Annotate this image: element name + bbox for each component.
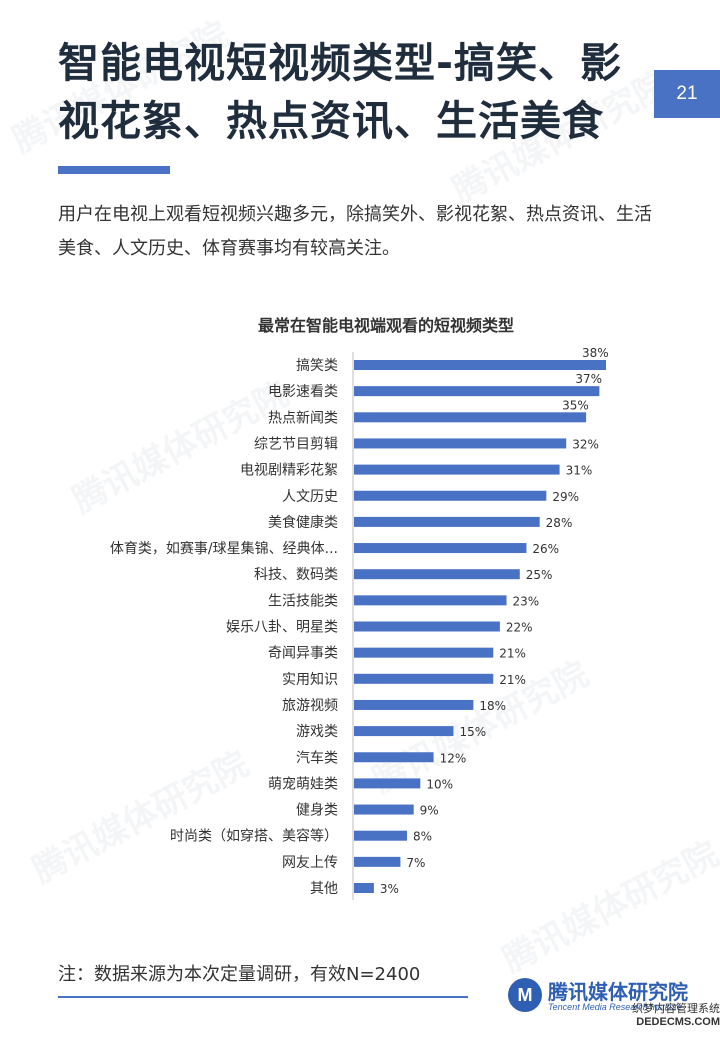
title-underline bbox=[58, 166, 170, 174]
category-label: 科技、数码类 bbox=[254, 567, 338, 583]
value-label: 35% bbox=[562, 398, 589, 412]
bar bbox=[354, 699, 474, 710]
logo-icon: M bbox=[508, 978, 542, 1012]
category-label: 游戏类 bbox=[296, 724, 338, 740]
site-watermark-cn: 织梦内容管理系统 bbox=[632, 1002, 720, 1015]
bar bbox=[354, 490, 547, 501]
bar bbox=[354, 543, 527, 554]
category-label: 奇闻异事类 bbox=[268, 645, 338, 662]
bar bbox=[354, 438, 567, 449]
footer-divider bbox=[58, 996, 468, 998]
value-label: 26% bbox=[532, 542, 559, 556]
bar bbox=[354, 726, 454, 737]
value-label: 12% bbox=[440, 751, 467, 765]
value-label: 15% bbox=[459, 725, 486, 739]
bar bbox=[354, 647, 494, 658]
category-label: 萌宠萌娃类 bbox=[268, 776, 338, 792]
value-label: 8% bbox=[413, 830, 432, 844]
site-watermark: 织梦内容管理系统 DEDECMS.COM bbox=[622, 1000, 720, 1028]
value-label: 18% bbox=[479, 699, 506, 713]
category-label: 体育类，如赛事/球星集锦、经典体... bbox=[110, 540, 338, 557]
bar bbox=[354, 360, 606, 370]
intro-text: 用户在电视上观看短视频兴趣多元，除搞笑外、影视花絮、热点资讯、生活美食、人文历史… bbox=[58, 204, 652, 259]
bar bbox=[354, 464, 560, 475]
value-label: 3% bbox=[380, 882, 399, 896]
bar bbox=[354, 595, 507, 606]
category-label: 人文历史 bbox=[282, 489, 338, 505]
category-label: 网友上传 bbox=[282, 855, 338, 871]
category-label: 汽车类 bbox=[296, 749, 338, 766]
site-watermark-en: DEDECMS.COM bbox=[636, 1016, 720, 1028]
value-label: 28% bbox=[546, 516, 573, 530]
bar bbox=[354, 804, 414, 815]
category-label: 生活技能类 bbox=[268, 593, 338, 609]
value-label: 31% bbox=[566, 464, 593, 478]
category-label: 旅游视频 bbox=[282, 698, 338, 714]
bar bbox=[354, 673, 494, 684]
value-label: 7% bbox=[406, 856, 425, 870]
bar bbox=[354, 883, 374, 893]
bar-chart: 最常在智能电视端观看的短视频类型 搞笑类 38% 电影速看类 37% 热点新闻类 35% 综… bbox=[110, 316, 609, 900]
value-label: 37% bbox=[575, 372, 602, 386]
bar bbox=[354, 752, 434, 763]
value-label: 29% bbox=[552, 490, 579, 504]
bar bbox=[354, 621, 500, 632]
page-number-badge: 21 bbox=[654, 70, 720, 118]
bar bbox=[354, 856, 401, 867]
value-label: 21% bbox=[499, 647, 526, 661]
chart-title: 最常在智能电视端观看的短视频类型 bbox=[258, 316, 514, 335]
footer-note: 注：数据来源为本次定量调研，有效N=2400 bbox=[58, 964, 421, 985]
bar bbox=[354, 412, 587, 423]
bar bbox=[354, 778, 421, 789]
value-label: 21% bbox=[499, 673, 526, 687]
logo-name-cn: 腾讯媒体研究院 bbox=[548, 980, 688, 1004]
brand-logo: M 腾讯媒体研究院 Tencent Media Research Institu… bbox=[508, 974, 708, 1018]
category-label: 娱乐八卦、明星类 bbox=[226, 620, 338, 636]
bar bbox=[354, 569, 520, 580]
category-label: 电视剧精彩花絮 bbox=[240, 462, 338, 479]
category-label: 搞笑类 bbox=[296, 358, 338, 374]
value-label: 22% bbox=[506, 621, 533, 635]
category-label: 实用知识 bbox=[282, 671, 338, 688]
logo-name-en: Tencent Media Research Institute bbox=[548, 1002, 682, 1012]
category-label: 热点新闻类 bbox=[268, 410, 338, 426]
value-label: 32% bbox=[572, 437, 599, 451]
category-label: 其他 bbox=[310, 881, 338, 897]
category-label: 电影速看类 bbox=[268, 384, 338, 400]
category-label: 时尚类（如穿搭、美容等） bbox=[170, 828, 338, 845]
category-label: 健身类 bbox=[296, 803, 338, 819]
bar bbox=[354, 386, 600, 397]
value-label: 10% bbox=[426, 777, 453, 791]
page-title: 智能电视短视频类型-搞笑、影视花絮、热点资讯、生活美食 bbox=[58, 39, 623, 145]
category-label: 综艺节目剪辑 bbox=[254, 436, 338, 452]
value-label: 23% bbox=[513, 594, 540, 608]
value-label: 38% bbox=[582, 346, 609, 360]
value-label: 9% bbox=[420, 804, 439, 818]
bar bbox=[354, 830, 408, 841]
category-label: 美食健康类 bbox=[268, 514, 338, 531]
value-label: 25% bbox=[526, 568, 553, 582]
bar bbox=[354, 516, 540, 527]
